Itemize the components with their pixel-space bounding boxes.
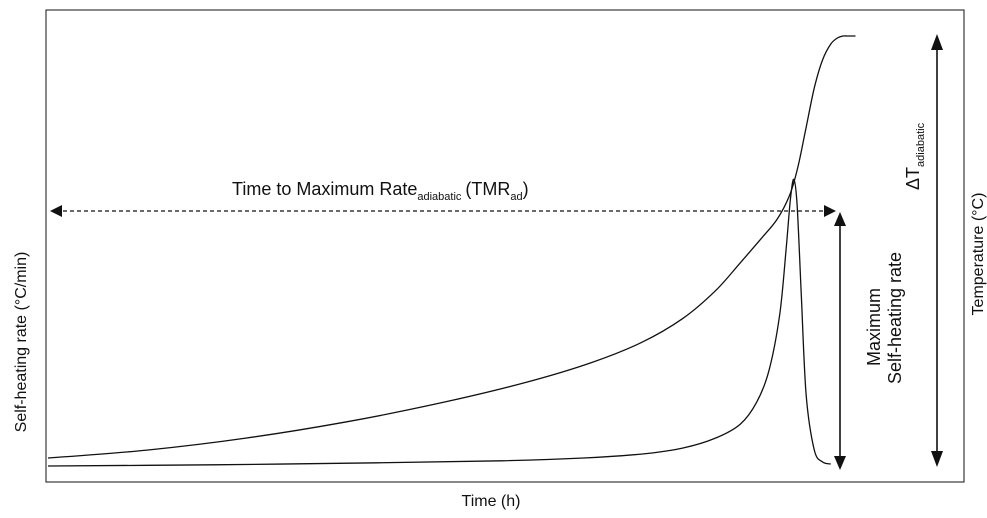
max-rate-arrow-top-head: [834, 212, 846, 226]
tmr-label-paren-open: (TMR: [465, 179, 510, 199]
self-heating-rate-curve: [47, 178, 831, 467]
tmr-label-paren-close: ): [523, 179, 529, 199]
max-rate-label-line1: Maximum: [864, 288, 884, 366]
tmr-arrow-right-head: [824, 205, 836, 217]
plot-frame: [45, 9, 965, 483]
delta-t-arrow-bottom-head: [931, 451, 943, 467]
delta-t-arrow-top-head: [931, 34, 943, 50]
tmr-label: Time to Maximum Rateadiabatic (TMRad): [232, 179, 529, 203]
tmr-label-paren-sub: ad: [510, 191, 522, 203]
tmr-arrow-left-head: [50, 205, 62, 217]
y-axis-right-label: Temperature (°C): [970, 193, 987, 316]
delta-t-sub: adiabatic: [915, 122, 927, 167]
curves-layer: [47, 35, 856, 467]
delta-t-symbol: ΔT: [903, 167, 923, 190]
tmr-label-sub: adiabatic: [417, 191, 462, 203]
max-rate-arrow-bottom-head: [834, 456, 846, 470]
y-axis-left-label: Self-heating rate (°C/min): [13, 252, 30, 433]
max-rate-label-line2: Self-heating rate: [885, 252, 905, 384]
tmr-label-main: Time to Maximum Rate: [232, 179, 417, 199]
temperature-curve: [47, 35, 856, 459]
x-axis-label: Time (h): [462, 493, 521, 510]
delta-t-label: ΔTadiabatic: [903, 122, 927, 190]
